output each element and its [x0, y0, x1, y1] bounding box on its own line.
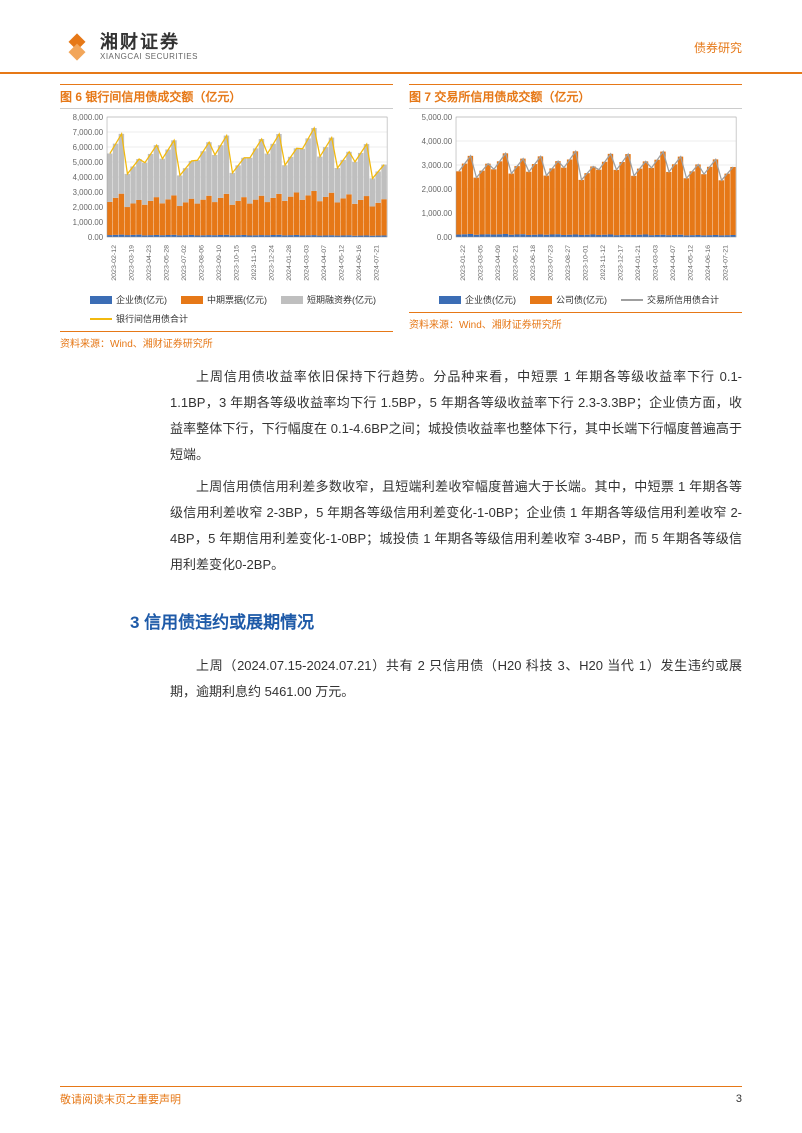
svg-text:2023-03-05: 2023-03-05 [477, 245, 484, 281]
svg-text:2023-12-17: 2023-12-17 [617, 245, 624, 281]
doc-category: 债券研究 [694, 39, 742, 56]
section3-p1: 上周（2024.07.15-2024.07.21）共有 2 只信用债（H20 科… [170, 653, 742, 705]
svg-text:7,000.00: 7,000.00 [73, 128, 104, 137]
legend-swatch [281, 296, 303, 304]
chart6-legend: 企业债(亿元) 中期票据(亿元) 短期融资券(亿元) 银行间信用债合计 [60, 289, 393, 331]
legend-item: 公司债(亿元) [530, 293, 607, 306]
svg-text:2023-09-10: 2023-09-10 [216, 245, 223, 281]
legend-label: 交易所信用债合计 [647, 293, 719, 306]
svg-text:3,000.00: 3,000.00 [73, 188, 104, 197]
chart7-title: 图 7 交易所信用债成交额（亿元） [409, 84, 742, 109]
svg-text:2024-04-07: 2024-04-07 [670, 245, 677, 281]
svg-text:1,000.00: 1,000.00 [73, 218, 104, 227]
svg-text:2023-11-12: 2023-11-12 [600, 245, 607, 280]
svg-text:2023-07-02: 2023-07-02 [181, 245, 188, 281]
svg-text:2023-12-24: 2023-12-24 [268, 245, 275, 281]
page-header: 湘财证券 XIANGCAI SECURITIES 债券研究 [0, 0, 802, 74]
legend-swatch [439, 296, 461, 304]
logo-block: 湘财证券 XIANGCAI SECURITIES [60, 30, 198, 64]
chart7-source: 资料来源：Wind、湘财证券研究所 [409, 312, 742, 331]
svg-text:1,000.00: 1,000.00 [422, 209, 453, 218]
svg-text:6,000.00: 6,000.00 [73, 143, 104, 152]
legend-label: 企业债(亿元) [465, 293, 516, 306]
svg-text:2023-06-18: 2023-06-18 [530, 245, 537, 281]
svg-text:5,000.00: 5,000.00 [422, 113, 453, 122]
svg-text:2023-04-09: 2023-04-09 [495, 245, 502, 281]
svg-text:2024-06-16: 2024-06-16 [356, 245, 363, 281]
legend-swatch [621, 299, 643, 301]
footer-disclaimer: 敬请阅读末页之重要声明 [60, 1091, 181, 1107]
chart6-source: 资料来源：Wind、湘财证券研究所 [60, 331, 393, 350]
legend-swatch [530, 296, 552, 304]
svg-text:3,000.00: 3,000.00 [422, 161, 453, 170]
svg-text:2024-04-07: 2024-04-07 [321, 245, 328, 281]
svg-text:2024-07-21: 2024-07-21 [722, 245, 729, 281]
svg-text:2023-08-06: 2023-08-06 [198, 245, 205, 281]
chart6-box: 图 6 银行间信用债成交额（亿元） 0.00 1,000.00 2,000.00 3,… [60, 84, 393, 350]
chart6-title: 图 6 银行间信用债成交额（亿元） [60, 84, 393, 109]
svg-text:2023-08-27: 2023-08-27 [565, 245, 572, 281]
paragraph-1: 上周信用债收益率依旧保持下行趋势。分品种来看，中短票 1 年期各等级收益率下行 … [170, 364, 742, 468]
page-footer: 敬请阅读末页之重要声明 3 [60, 1086, 742, 1107]
svg-text:5,000.00: 5,000.00 [73, 158, 104, 167]
svg-text:2023-11-19: 2023-11-19 [251, 245, 258, 280]
legend-label: 企业债(亿元) [116, 293, 167, 306]
chart7-canvas: 0.00 1,000.00 2,000.00 3,000.00 4,000.00 5,00… [409, 109, 742, 289]
svg-text:2023-05-28: 2023-05-28 [163, 245, 170, 281]
section3-heading: 3 信用债违约或展期情况 [0, 584, 802, 639]
svg-text:2024-06-16: 2024-06-16 [705, 245, 712, 281]
svg-text:2024-07-21: 2024-07-21 [373, 245, 380, 281]
svg-text:2023-10-15: 2023-10-15 [233, 245, 240, 281]
svg-text:2024-05-12: 2024-05-12 [687, 245, 694, 281]
footer-page: 3 [736, 1093, 742, 1105]
body-text-block1: 上周信用债收益率依旧保持下行趋势。分品种来看，中短票 1 年期各等级收益率下行 … [0, 350, 802, 578]
legend-item: 交易所信用债合计 [621, 293, 719, 306]
svg-text:0.00: 0.00 [88, 233, 104, 242]
svg-text:2023-04-23: 2023-04-23 [146, 245, 153, 281]
svg-text:0.00: 0.00 [437, 233, 453, 242]
charts-row: 图 6 银行间信用债成交额（亿元） 0.00 1,000.00 2,000.00 3,… [0, 74, 802, 350]
legend-item: 企业债(亿元) [439, 293, 516, 306]
svg-text:4,000.00: 4,000.00 [73, 173, 104, 182]
chart7-box: 图 7 交易所信用债成交额（亿元） 0.00 1,000.00 2,000.00 3,… [409, 84, 742, 350]
svg-text:2024-03-03: 2024-03-03 [652, 245, 659, 281]
logo-cn: 湘财证券 [100, 33, 198, 53]
svg-text:2023-03-19: 2023-03-19 [128, 245, 135, 281]
legend-label: 中期票据(亿元) [207, 293, 267, 306]
logo-en: XIANGCAI SECURITIES [100, 53, 198, 62]
body-text-block2: 上周（2024.07.15-2024.07.21）共有 2 只信用债（H20 科… [0, 639, 802, 705]
svg-text:2023-02-12: 2023-02-12 [111, 245, 118, 281]
svg-text:2023-07-23: 2023-07-23 [547, 245, 554, 281]
legend-item: 银行间信用债合计 [90, 312, 188, 325]
svg-text:2,000.00: 2,000.00 [422, 185, 453, 194]
svg-text:2023-10-01: 2023-10-01 [582, 245, 589, 281]
chart6-canvas: 0.00 1,000.00 2,000.00 3,000.00 4,000.00 5,00… [60, 109, 393, 289]
svg-text:4,000.00: 4,000.00 [422, 137, 453, 146]
svg-text:2024-01-28: 2024-01-28 [286, 245, 293, 281]
svg-text:2024-03-03: 2024-03-03 [303, 245, 310, 281]
legend-swatch [181, 296, 203, 304]
legend-item: 中期票据(亿元) [181, 293, 267, 306]
svg-text:2024-01-21: 2024-01-21 [635, 245, 642, 281]
svg-text:2024-05-12: 2024-05-12 [338, 245, 345, 281]
legend-swatch [90, 296, 112, 304]
svg-text:2023-05-21: 2023-05-21 [512, 245, 519, 281]
chart7-legend: 企业债(亿元) 公司债(亿元) 交易所信用债合计 [409, 289, 742, 312]
legend-item: 企业债(亿元) [90, 293, 167, 306]
svg-text:2023-01-22: 2023-01-22 [460, 245, 467, 281]
legend-label: 短期融资券(亿元) [307, 293, 376, 306]
legend-swatch [90, 318, 112, 320]
logo-icon [60, 30, 94, 64]
legend-label: 公司债(亿元) [556, 293, 607, 306]
paragraph-2: 上周信用债信用利差多数收窄，且短端利差收窄幅度普遍大于长端。其中，中短票 1 年… [170, 474, 742, 578]
legend-label: 银行间信用债合计 [116, 312, 188, 325]
legend-item: 短期融资券(亿元) [281, 293, 376, 306]
logo-text: 湘财证券 XIANGCAI SECURITIES [100, 33, 198, 62]
svg-text:2,000.00: 2,000.00 [73, 203, 104, 212]
svg-text:8,000.00: 8,000.00 [73, 113, 104, 122]
